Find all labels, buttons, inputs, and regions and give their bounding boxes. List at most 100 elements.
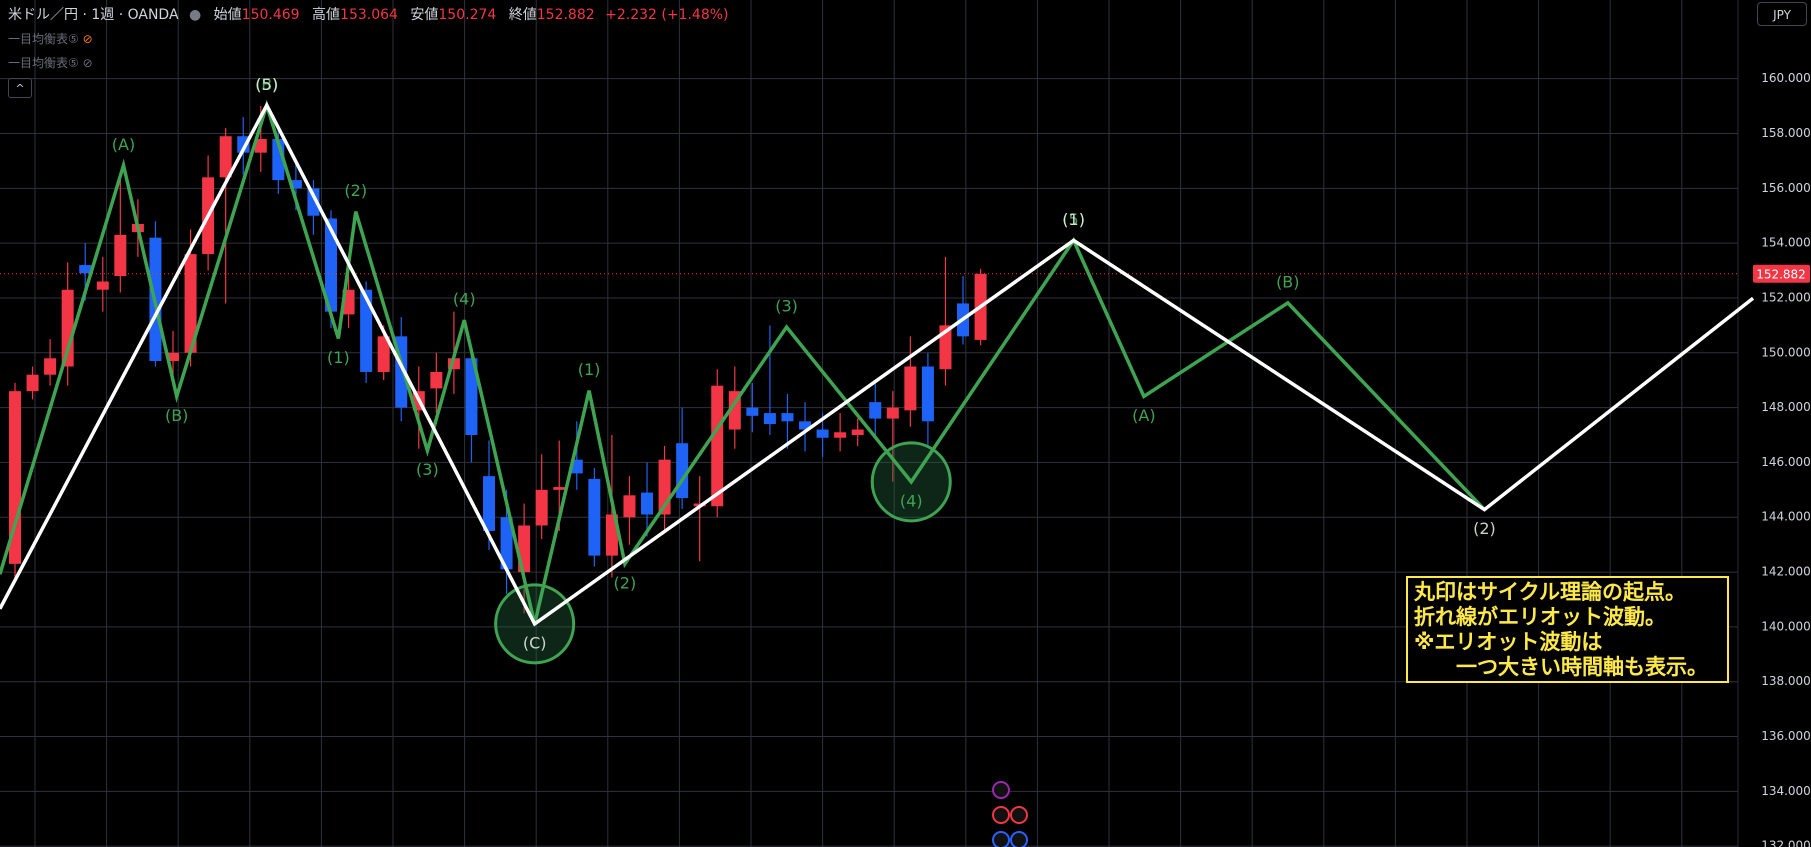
candle-body (869, 402, 882, 419)
candle-body (939, 325, 952, 370)
y-tick-label: 138.000 (1761, 674, 1811, 688)
candle-body (377, 336, 390, 372)
last-price-tag (1753, 264, 1810, 283)
candle-body (886, 407, 899, 419)
wave-label: (C) (523, 633, 547, 652)
wave-label: (2) (344, 181, 367, 200)
candle-body (834, 432, 847, 438)
candle-body (535, 489, 548, 526)
candle-body (763, 413, 776, 425)
candle-body (430, 371, 443, 389)
wave-label: (4) (900, 491, 923, 510)
event-icon (992, 781, 1010, 799)
candle-body (483, 476, 496, 531)
wave-label: (B) (255, 75, 278, 94)
candle-body (676, 443, 689, 499)
y-tick-label: 140.000 (1761, 619, 1811, 633)
candle-body (184, 254, 197, 353)
indicator-label: 一目均衡表⑤ (8, 32, 79, 46)
y-tick-label: 158.000 (1761, 126, 1811, 140)
candle-body (254, 138, 267, 153)
note-box: 丸印はサイクル理論の起点。 折れ線がエリオット波動。 ※エリオット波動は 一つ大きい… (1406, 576, 1729, 683)
indicator[interactable]: 一目均衡表⑤ ⊘ (8, 32, 93, 46)
y-tick-label: 144.000 (1761, 510, 1811, 524)
open-value: 150.469 (241, 7, 300, 23)
wave-label: (4) (453, 290, 476, 309)
wave-label: (5) (1062, 210, 1085, 229)
wave-label: (1) (578, 360, 601, 379)
note-line: 丸印はサイクル理論の起点。 (1414, 580, 1686, 604)
candle-body (79, 265, 92, 274)
note-line: 折れ線がエリオット波動。 (1414, 605, 1666, 629)
open-label: 始値 (213, 7, 242, 23)
event-icon (992, 806, 1010, 824)
wave-label: (A) (112, 135, 135, 154)
candle-body (641, 492, 654, 515)
candle-body (500, 517, 513, 570)
candle-body (605, 514, 618, 556)
candle-body (96, 281, 109, 290)
y-tick-label: 134.000 (1761, 784, 1811, 798)
candle-body (9, 391, 21, 564)
wave-label: (3) (416, 460, 439, 479)
wave-label: (2) (614, 573, 637, 592)
candle-body (465, 358, 478, 436)
low-label: 安値 (410, 7, 439, 23)
wave-label: (1) (1062, 210, 1085, 229)
event-icon (1010, 831, 1028, 847)
candle-body (553, 487, 566, 490)
currency-button[interactable]: JPY (1757, 2, 1807, 26)
low-value: 150.274 (438, 7, 497, 23)
candle-body (816, 429, 829, 438)
wave-label: (B) (1276, 272, 1299, 291)
y-tick-label: 150.000 (1761, 345, 1811, 359)
candle-body (711, 385, 724, 507)
candle-body (360, 289, 373, 372)
candle-body (26, 374, 39, 392)
candle-body (44, 358, 57, 375)
candle-body (447, 358, 460, 370)
wave-label: (3) (775, 297, 798, 316)
candle-body (623, 495, 636, 518)
candle-body (799, 421, 812, 430)
high-label: 高値 (312, 7, 341, 23)
symbol[interactable]: 米ドル／円 · 1週 · OANDA (8, 7, 179, 23)
wave-label: (5) (255, 75, 278, 94)
header: 米ドル／円 · 1週 · OANDA ● 始値150.469 高値153.064… (8, 4, 735, 24)
last-price-label: 152.882 (1756, 267, 1806, 281)
y-tick-label: 136.000 (1761, 729, 1811, 743)
wave-label: (B) (165, 406, 188, 425)
indicator-label: 一目均衡表⑤ (8, 56, 79, 70)
y-tick-label: 156.000 (1761, 181, 1811, 195)
y-tick-label: 154.000 (1761, 236, 1811, 250)
wave-label: (2) (1473, 519, 1496, 538)
candle-body (921, 366, 934, 422)
candle-body (307, 188, 320, 216)
y-tick-label: 152.000 (1761, 290, 1811, 304)
candle-body (588, 478, 601, 556)
candle-body (746, 407, 759, 416)
high-value: 153.064 (340, 7, 398, 23)
candle-body (851, 429, 864, 436)
candle-body (219, 136, 232, 178)
y-tick-label: 160.000 (1761, 71, 1811, 85)
collapse-button[interactable]: ^ (8, 78, 32, 98)
y-tick-label: 142.000 (1761, 565, 1811, 579)
close-label: 終値 (508, 7, 537, 23)
event-icon (1010, 806, 1028, 824)
y-tick-label: 148.000 (1761, 400, 1811, 414)
event-icon (992, 831, 1010, 847)
wave-label: (1) (327, 348, 350, 367)
wave-label: (A) (1132, 406, 1155, 425)
candle-body (114, 234, 127, 277)
indicator[interactable]: 一目均衡表⑤ ⊘ (8, 56, 93, 70)
note-line: ※エリオット波動は (1414, 630, 1603, 654)
candle-body (904, 366, 917, 411)
candle-body (167, 352, 180, 362)
candle-body (325, 218, 338, 312)
y-tick-label: 132.000 (1761, 839, 1811, 847)
dot-menu[interactable]: ● (189, 7, 202, 23)
